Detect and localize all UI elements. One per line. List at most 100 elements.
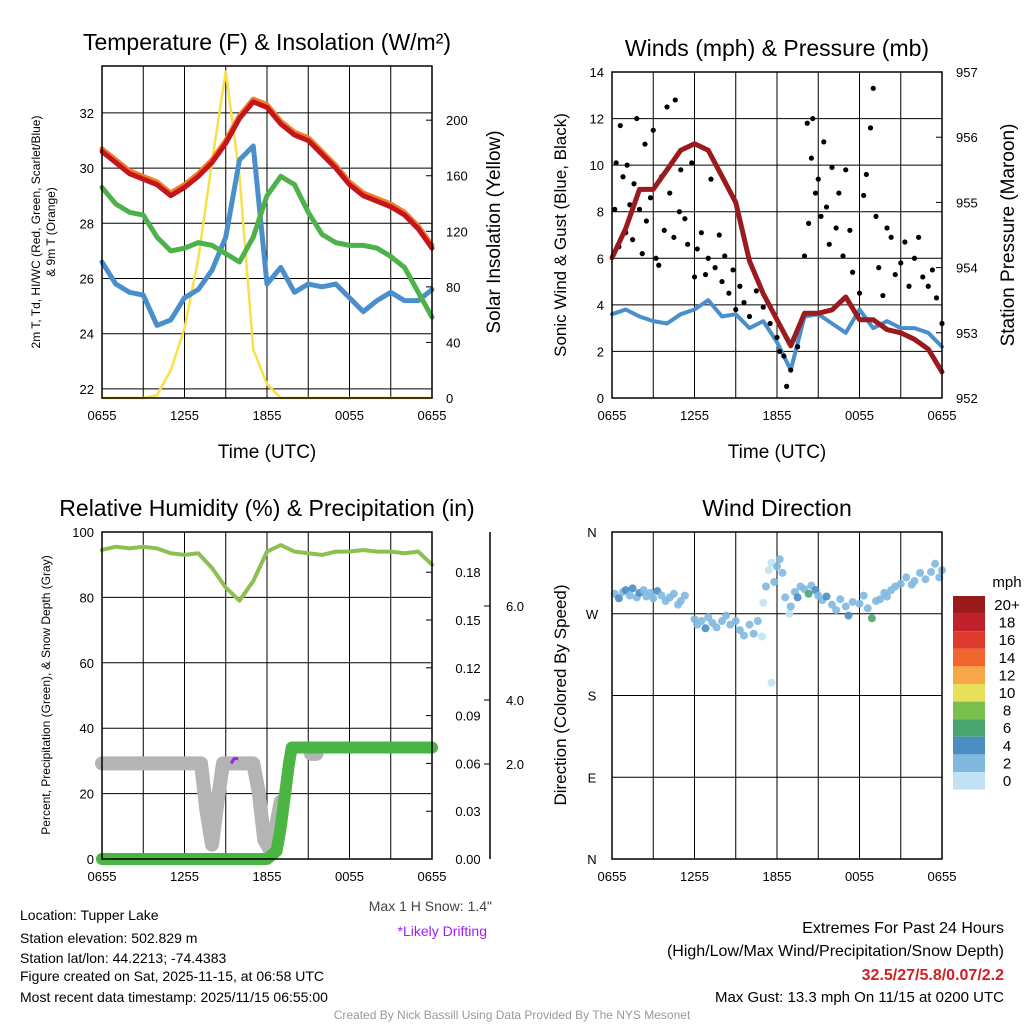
gust-point — [821, 139, 827, 145]
colorbar-label: 12 — [999, 667, 1016, 684]
precip-tick-label: 0.15 — [455, 613, 480, 628]
gust-point — [702, 271, 709, 278]
direction-point — [731, 617, 740, 626]
colorbar-swatch — [953, 736, 985, 755]
precip-tick-label: 0.00 — [455, 852, 480, 867]
direction-point — [740, 631, 748, 640]
gust-point — [636, 206, 643, 212]
gust-point — [678, 167, 684, 173]
gust-point — [774, 334, 780, 341]
gust-point — [801, 253, 808, 259]
gust-point — [892, 271, 898, 278]
gust-point — [767, 320, 773, 327]
left-axis-tick-label: 40 — [80, 721, 94, 736]
direction-point — [896, 579, 905, 588]
direction-point — [701, 624, 710, 633]
extremes-subtitle: (High/Low/Max Wind/Precipitation/Snow De… — [667, 943, 1004, 960]
gust-point — [639, 251, 645, 257]
chart-title: Wind Direction — [702, 495, 852, 521]
right-axis-tick-label: 954 — [956, 261, 978, 276]
gust-point — [810, 115, 816, 122]
y-axis-label: Direction (Colored By Speed) — [551, 584, 570, 805]
direction-point — [855, 599, 864, 608]
precip-tick-label: 0.03 — [455, 804, 480, 819]
gust-point — [712, 265, 718, 271]
gust-point — [884, 225, 890, 231]
x-tick-label: 1255 — [170, 869, 199, 884]
colorbar-swatch — [953, 666, 985, 684]
gust-point — [624, 162, 630, 168]
gust-point — [760, 304, 766, 310]
y2-axis-label: Solar Insolation (Yellow) — [484, 130, 505, 333]
right-axis-tick-label: 0 — [446, 391, 453, 406]
gust-point — [888, 234, 894, 240]
extremes-values: 32.5/27/5.8/0.07/2.2 — [862, 967, 1004, 984]
gust-point — [829, 164, 835, 171]
right-axis-tick-label: 40 — [446, 335, 460, 350]
created-text: Figure created on Sat, 2025-11-15, at 06… — [20, 968, 324, 984]
direction-point — [793, 593, 802, 602]
left-axis-tick-label: 12 — [590, 112, 604, 127]
left-axis-tick-label: 0 — [87, 852, 94, 867]
gust-point — [856, 290, 863, 296]
y-axis-label: 2m T, Td, HI/WC (Red, Green, Scarlet/Blu… — [29, 116, 43, 349]
gust-point — [667, 190, 673, 196]
x-tick-label: 1255 — [170, 408, 199, 423]
direction-point — [828, 600, 836, 609]
colorbar-title: mph — [992, 574, 1021, 591]
gust-point — [826, 241, 832, 247]
gust-point — [867, 125, 874, 131]
chart-title: Relative Humidity (%) & Precipitation (i… — [59, 495, 474, 521]
right-axis-tick-label: 957 — [956, 65, 978, 80]
chart-title: Temperature (F) & Insolation (W/m²) — [83, 29, 451, 55]
gust-point — [694, 246, 700, 252]
direction-point — [786, 602, 795, 611]
right-axis-tick-label: 952 — [956, 391, 978, 406]
gust-point — [916, 234, 922, 240]
gust-point — [843, 167, 849, 173]
x-axis-label: Time (UTC) — [218, 442, 317, 463]
x-tick-label: 1855 — [253, 869, 282, 884]
gust-point — [808, 155, 814, 161]
left-axis-tick-label: 60 — [80, 656, 94, 671]
left-axis-tick-label: 2 — [597, 344, 604, 359]
left-axis-tick-label: 30 — [80, 161, 94, 176]
gust-point — [850, 269, 856, 275]
gust-point — [902, 239, 908, 245]
gust-point — [806, 220, 812, 226]
gust-point — [784, 383, 790, 389]
precip-tick-label: 0.12 — [455, 661, 480, 676]
direction-point — [735, 626, 744, 635]
gust-point — [634, 115, 640, 122]
drifting-note: *Likely Drifting — [398, 923, 487, 939]
gust-point — [630, 237, 636, 243]
y-axis-label-2: & 9m T (Orange) — [44, 187, 58, 277]
latlon-text: Station lat/lon: 44.2213; -74.4383 — [20, 950, 226, 966]
gust-point — [870, 85, 876, 91]
gust-point — [708, 176, 714, 182]
gust-point — [643, 218, 649, 224]
gust-point — [631, 181, 637, 187]
x-tick-label: 1855 — [253, 408, 282, 423]
gust-point — [653, 255, 659, 261]
extremes-title: Extremes For Past 24 Hours — [802, 920, 1004, 937]
direction-point — [614, 594, 623, 603]
max-gust-text: Max Gust: 13.3 mph On 11/15 at 0200 UTC — [715, 989, 1004, 1006]
series-2m-t — [99, 99, 435, 251]
colorbar-swatch — [953, 719, 985, 737]
gust-point — [777, 348, 783, 355]
left-axis-tick-label: 20 — [80, 787, 94, 802]
direction-point — [778, 568, 787, 577]
left-axis-tick-label: 26 — [80, 272, 94, 287]
left-axis-tick-label: 8 — [597, 205, 604, 220]
colorbar-swatch — [953, 596, 985, 614]
direction-tick-label: S — [588, 689, 597, 704]
x-tick-label: 1255 — [680, 408, 709, 423]
direction-point — [757, 632, 766, 641]
colorbar-swatch — [953, 684, 985, 702]
gust-point — [863, 171, 869, 178]
plot-border — [611, 531, 943, 860]
gust-point — [722, 253, 728, 259]
x-tick-label: 0055 — [845, 869, 874, 884]
x-tick-label: 0655 — [88, 408, 117, 423]
